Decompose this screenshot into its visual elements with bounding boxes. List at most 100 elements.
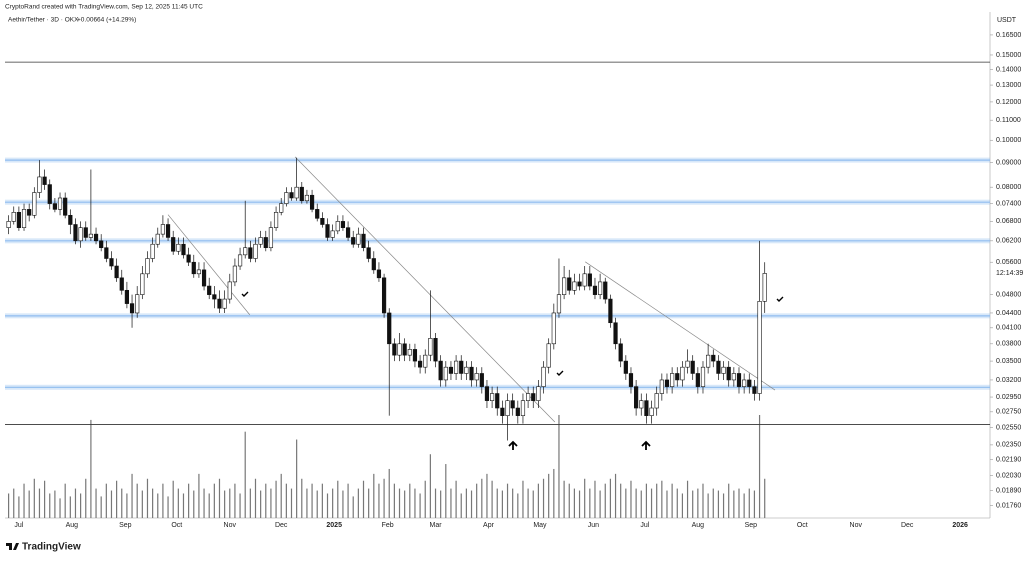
candle-body [526, 393, 531, 401]
candle-body [443, 366, 448, 381]
candle-body [366, 247, 371, 259]
y-tick-label: 0.03500 [996, 358, 1021, 365]
candle-body [690, 360, 695, 374]
volume-bar [563, 480, 565, 518]
candle-body [644, 400, 649, 416]
candle-body [315, 209, 320, 219]
volume-bar [625, 488, 627, 518]
candle-body [762, 273, 767, 302]
volume-bar [131, 473, 133, 518]
volume-bar [321, 483, 323, 518]
candle-body [659, 379, 664, 394]
volume-bar [254, 478, 257, 518]
credit: CryptoRand created with TradingView.com,… [5, 4, 203, 11]
candle-body [21, 209, 27, 228]
volume-bar [692, 490, 694, 518]
volume-bar [85, 478, 87, 518]
candle-body [217, 298, 222, 309]
volume-bar [342, 490, 344, 518]
candle-body [88, 233, 93, 238]
volume-bar [532, 490, 534, 518]
volume-bar [193, 490, 195, 518]
candle-body [649, 407, 654, 416]
volume-bar [661, 480, 663, 518]
candle-body [628, 373, 634, 387]
y-tick-label: 0.02750 [996, 409, 1021, 416]
volume-bar [301, 478, 303, 518]
candle-body [32, 192, 37, 216]
volume-bar [234, 483, 236, 518]
candle-body [227, 281, 232, 300]
trend-line [585, 261, 776, 391]
candle-body [304, 194, 310, 202]
annotations [241, 291, 784, 450]
countdown: 12:14:39 [996, 270, 1023, 277]
volume-bar [224, 490, 226, 518]
volume-bar [491, 480, 493, 518]
volume-bar [686, 480, 689, 518]
volume-bar [383, 478, 385, 518]
volume-bar [465, 488, 467, 518]
candle-body [397, 343, 402, 356]
currency: USDT [997, 17, 1017, 24]
volume-bar [141, 490, 143, 518]
volume-bar [635, 488, 637, 518]
y-tick-label: 0.05600 [996, 259, 1021, 266]
volume-bar [424, 480, 426, 518]
volume-bar [656, 483, 658, 518]
candle-body [572, 281, 577, 291]
volume-bar [95, 488, 97, 518]
candle-body [325, 224, 330, 238]
candle-body [675, 373, 680, 381]
volume-bar [753, 490, 756, 518]
candle-body [402, 343, 407, 356]
volume-bar [157, 493, 159, 518]
volume-bar [486, 473, 488, 518]
volume-bar [378, 483, 380, 518]
candle-body [73, 224, 78, 242]
x-tick-label: Oct [797, 522, 808, 529]
candle-body [124, 290, 130, 304]
volume-bar [393, 483, 395, 518]
volume-bar [748, 488, 750, 518]
volume-bar [265, 483, 267, 518]
brand: TradingView [22, 542, 81, 553]
candle-body [57, 197, 63, 210]
volume-bar [218, 478, 221, 518]
volume-bar [599, 490, 601, 518]
trend-line [167, 214, 251, 316]
volume-bar [38, 488, 41, 518]
candle-body [556, 294, 562, 314]
volume-bar [712, 488, 714, 518]
logo-icon [6, 543, 19, 550]
candle-body [567, 277, 572, 291]
volume-bar [316, 490, 318, 518]
candle-body [273, 212, 279, 228]
volume-bar [733, 490, 735, 518]
x-tick-label: Sep [745, 522, 758, 529]
plot [5, 61, 990, 518]
candle-body [757, 301, 762, 394]
volume-bar [512, 488, 514, 518]
checkmark [241, 291, 249, 297]
volume-bar [445, 464, 447, 518]
volume-bar [13, 488, 15, 518]
y-tick-label: 0.06800 [996, 218, 1021, 225]
volume-bar [167, 496, 169, 518]
volume-bar [357, 488, 359, 518]
volume-bar [429, 454, 431, 518]
candle-body [587, 273, 592, 287]
candle-body [469, 366, 474, 381]
candle-body [721, 366, 726, 374]
volume-bar [28, 490, 30, 518]
volume-bar [650, 488, 653, 518]
candle-body [237, 254, 243, 267]
candle-body [500, 407, 505, 416]
volume-bar [404, 490, 406, 518]
y-tick-label: 0.14000 [996, 66, 1021, 73]
y-tick-label: 0.06200 [996, 238, 1021, 245]
brand-logo: TradingView [6, 542, 81, 553]
candle-body [623, 360, 628, 374]
candle-body [181, 243, 186, 256]
candle-body [613, 322, 618, 345]
